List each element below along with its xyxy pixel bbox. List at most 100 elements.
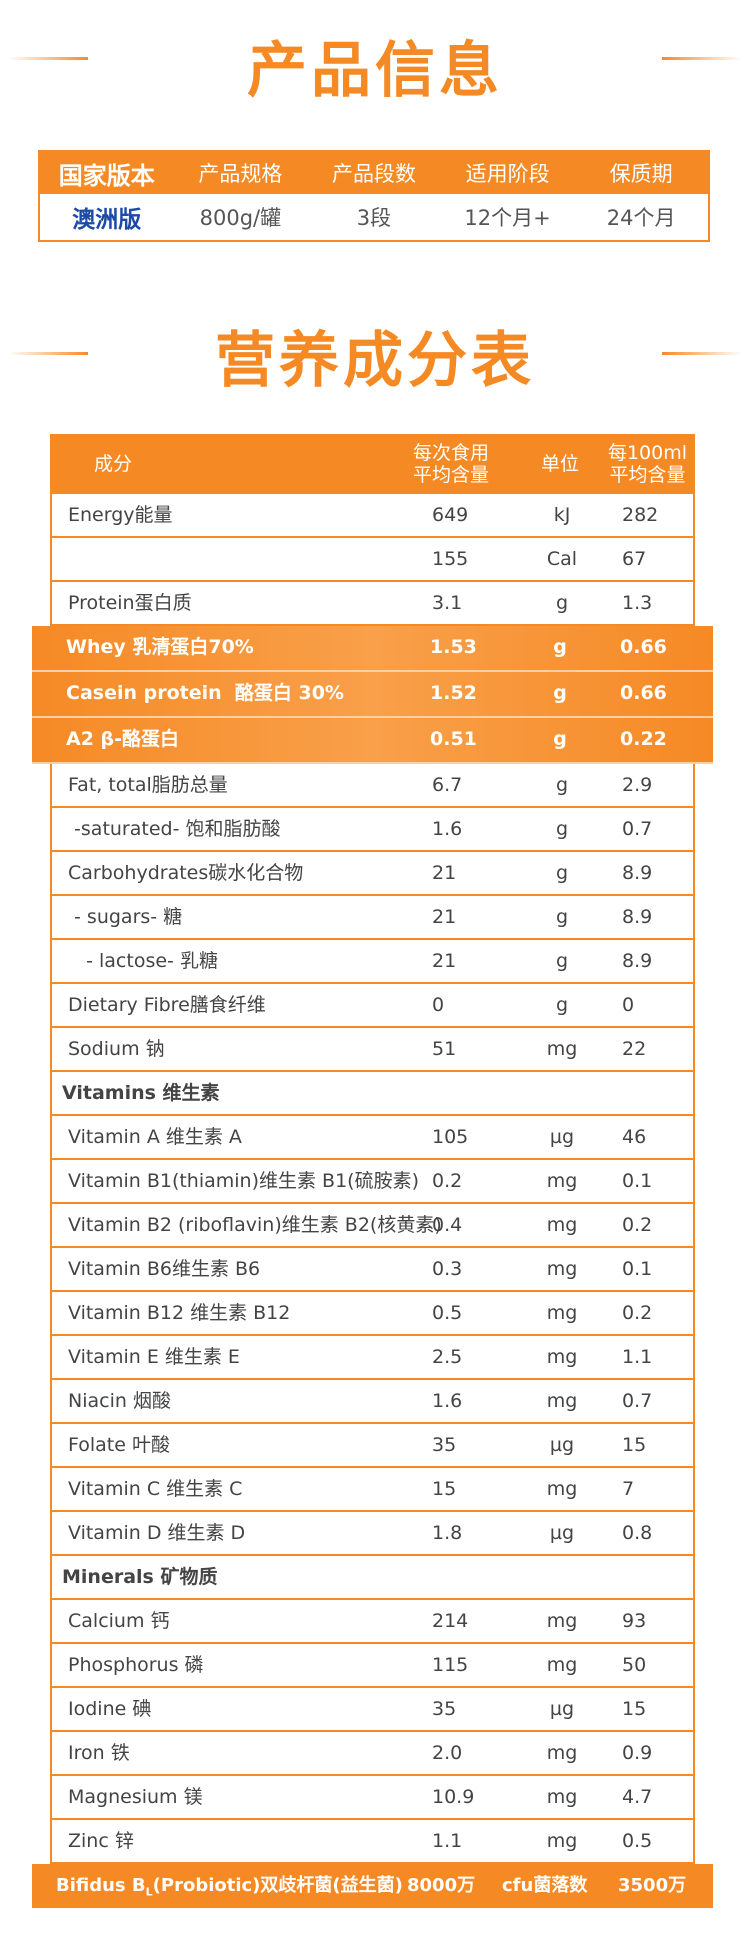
header-stage: 产品段数 — [331, 162, 416, 186]
header-unit: 单位 — [540, 453, 579, 475]
table-row: 155 Cal 67 — [50, 538, 695, 582]
ingredient-cell: Niacin 烟酸 — [68, 1390, 171, 1412]
per-100ml-cell: 8.9 — [622, 906, 653, 928]
per-100ml-cell: 0.7 — [622, 818, 653, 840]
per-serving-cell: 1.52 — [430, 682, 477, 704]
table-row: Fat, total脂肪总量 6.7 g 2.9 — [50, 764, 695, 808]
per-serving-cell: 2.5 — [432, 1346, 463, 1368]
per-serving-cell: 115 — [432, 1654, 469, 1676]
bifidus-row: Bifidus BL(Probiotic)双歧杆菌(益生菌) 8000万 cfu… — [32, 1864, 713, 1908]
nutrition-body: Energy能量 649 kJ 282 155 Cal 67 Protein蛋白质 3.1 g 1.… — [32, 494, 713, 1864]
unit-cell: g — [555, 862, 569, 884]
value-country-version: 澳洲版 — [72, 207, 142, 233]
unit-cell: mg — [546, 1302, 578, 1324]
ingredient-cell: Energy能量 — [68, 504, 173, 526]
per-100ml-cell: 7 — [622, 1478, 635, 1500]
table-row: Whey 乳清蛋白70% 1.53 g 0.66 — [32, 626, 713, 672]
unit-cell: g — [555, 906, 569, 928]
ingredient-cell: Sodium 钠 — [68, 1038, 165, 1060]
table-row: Vitamin D 维生素 D 1.8 µg 0.8 — [50, 1512, 695, 1556]
per-100ml-cell: 8.9 — [622, 950, 653, 972]
per-100ml-cell: 50 — [622, 1654, 647, 1676]
unit-cell: µg — [549, 1126, 575, 1148]
per-serving-cell: 21 — [432, 950, 457, 972]
nutrition-title: 营养成分表 — [215, 326, 535, 396]
ingredient-cell: - lactose- 乳糖 — [68, 950, 218, 972]
product-info-header-row: 国家版本 产品规格 产品段数 适用阶段 保质期 — [40, 152, 708, 194]
decorative-line-right-2 — [662, 352, 742, 355]
table-row: Protein蛋白质 3.1 g 1.3 — [50, 582, 695, 626]
unit-cell: g — [553, 636, 567, 658]
per-serving-cell: 0.51 — [430, 728, 477, 750]
unit-cell: mg — [546, 1830, 578, 1852]
unit-cell: g — [555, 950, 569, 972]
per-serving-cell: 155 — [432, 548, 469, 570]
per-100ml-cell: 0.1 — [622, 1170, 653, 1192]
header-ingredient: 成分 — [94, 453, 133, 475]
value-stage: 3段 — [356, 206, 392, 230]
per-serving-cell: 21 — [432, 906, 457, 928]
nutrition-table: 成分 每次食用平均含量 单位 每100ml平均含量 Energy能量 649 kJ 2… — [32, 434, 713, 1864]
unit-cell: µg — [549, 1698, 575, 1720]
table-row: Iodine 碘 35 µg 15 — [50, 1688, 695, 1732]
table-row: Vitamin C 维生素 C 15 mg 7 — [50, 1468, 695, 1512]
per-serving-cell: 0 — [432, 994, 445, 1016]
ingredient-cell: Iron 铁 — [68, 1742, 130, 1764]
unit-cell: mg — [546, 1742, 578, 1764]
per-100ml-cell: 0.22 — [620, 728, 667, 750]
decorative-line-right — [662, 57, 742, 60]
unit-cell: g — [555, 592, 569, 614]
per-serving-cell: 214 — [432, 1610, 469, 1632]
unit-cell: mg — [546, 1258, 578, 1280]
unit-cell: kJ — [553, 504, 571, 526]
header-country-version: 国家版本 — [58, 161, 155, 190]
unit-cell: mg — [546, 1654, 578, 1676]
per-100ml-cell: 0.8 — [622, 1522, 653, 1544]
ingredient-cell: Vitamin A 维生素 A — [68, 1126, 242, 1148]
unit-cell: mg — [546, 1214, 578, 1236]
unit-cell: mg — [546, 1610, 578, 1632]
ingredient-cell: Vitamin B1(thiamin)维生素 B1(硫胺素) — [68, 1170, 419, 1192]
ingredient-cell: Whey 乳清蛋白70% — [66, 636, 254, 658]
bifidus-name: Bifidus BL(Probiotic)双歧杆菌(益生菌) — [56, 1864, 403, 1915]
per-100ml-cell: 2.9 — [622, 774, 653, 796]
unit-cell: Cal — [546, 548, 578, 570]
per-100ml-cell: 0.66 — [620, 636, 667, 658]
ingredient-cell: A2 β-酪蛋白 — [66, 728, 180, 750]
unit-cell: mg — [546, 1390, 578, 1412]
header-spec: 产品规格 — [198, 162, 283, 186]
table-row: - lactose- 乳糖 21 g 8.9 — [50, 940, 695, 984]
bifidus-unit: cfu菌落数 — [502, 1875, 588, 1896]
ingredient-cell: Dietary Fibre膳食纤维 — [68, 994, 266, 1016]
ingredient-cell: Casein protein 酪蛋白 30% — [66, 682, 344, 704]
per-100ml-cell: 4.7 — [622, 1786, 653, 1808]
per-serving-cell: 15 — [432, 1478, 457, 1500]
unit-cell: mg — [546, 1786, 578, 1808]
ingredient-cell: - sugars- 糖 — [68, 906, 183, 928]
per-100ml-cell: 8.9 — [622, 862, 653, 884]
per-serving-cell: 10.9 — [432, 1786, 475, 1808]
ingredient-cell: Iodine 碘 — [68, 1698, 152, 1720]
value-spec: 800g/罐 — [199, 206, 282, 230]
ingredient-cell: Vitamin B2 (riboflavin)维生素 B2(核黄素) — [68, 1214, 442, 1236]
per-100ml-cell: 1.1 — [622, 1346, 653, 1368]
header-age: 适用阶段 — [465, 162, 550, 186]
product-info-title: 产品信息 — [247, 36, 503, 106]
per-100ml-cell: 0.2 — [622, 1214, 653, 1236]
table-row: Magnesium 镁 10.9 mg 4.7 — [50, 1776, 695, 1820]
per-100ml-cell: 0.66 — [620, 682, 667, 704]
ingredient-cell: Vitamin E 维生素 E — [68, 1346, 240, 1368]
unit-cell: mg — [546, 1346, 578, 1368]
per-100ml-cell: 0.9 — [622, 1742, 653, 1764]
per-100ml-cell: 15 — [622, 1434, 647, 1456]
ingredient-cell: Vitamin B12 维生素 B12 — [68, 1302, 291, 1324]
ingredient-cell: Carbohydrates碳水化合物 — [68, 862, 304, 884]
table-row: Zinc 锌 1.1 mg 0.5 — [50, 1820, 695, 1864]
per-100ml-cell: 0.7 — [622, 1390, 653, 1412]
bifidus-serving: 8000万 — [407, 1875, 476, 1896]
decorative-line-left-2 — [8, 352, 88, 355]
per-serving-cell: 0.3 — [432, 1258, 463, 1280]
per-100ml-cell: 93 — [622, 1610, 647, 1632]
per-100ml-cell: 1.3 — [622, 592, 653, 614]
table-row: - sugars- 糖 21 g 8.9 — [50, 896, 695, 940]
